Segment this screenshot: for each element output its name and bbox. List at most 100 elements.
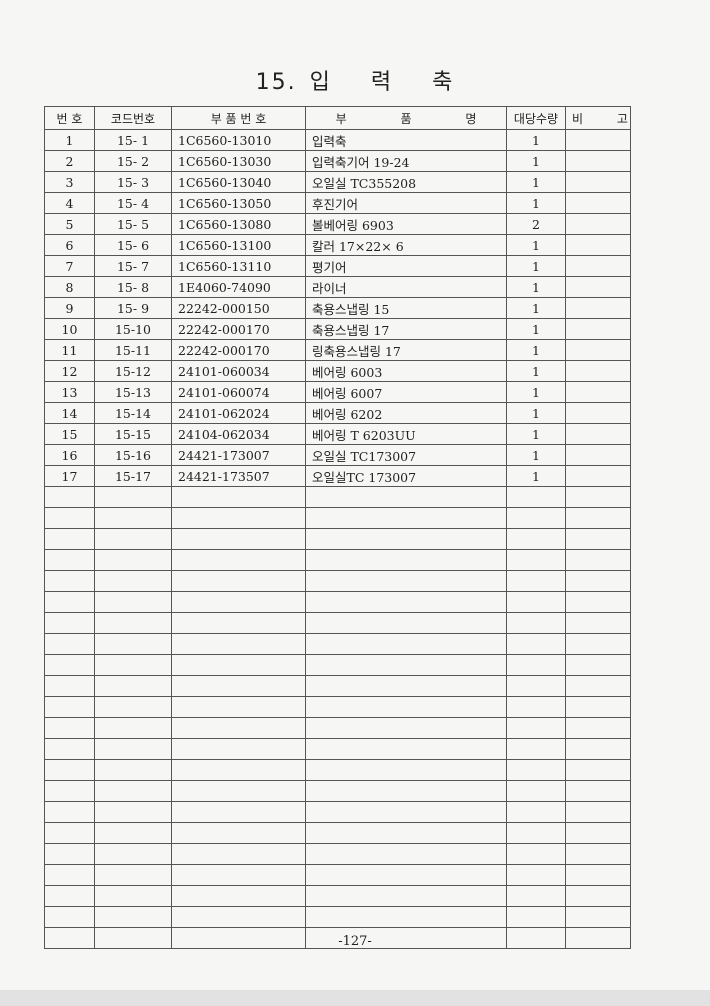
cell-qty: 1 [506,423,566,445]
cell-name: 칼러 17×22× 6 [305,234,507,256]
empty-cell [506,885,566,907]
cell-note [565,255,631,277]
cell-part-no: 1C6560-13080 [171,213,306,235]
table-row: 16 15-16 24421-173007 오일실 TC173007 1 [44,444,631,466]
empty-cell [44,717,95,739]
empty-cell [305,633,507,655]
cell-part-no: 1C6560-13100 [171,234,306,256]
empty-cell [506,696,566,718]
empty-cell [305,612,507,634]
empty-cell [565,612,631,634]
empty-row [44,633,631,655]
cell-qty: 1 [506,360,566,382]
cell-code: 15-15 [94,423,172,445]
cell-name: 베어링 6007 [305,381,507,403]
header-code: 코드번호 [94,106,172,130]
empty-cell [565,654,631,676]
table-row: 15 15-15 24104-062034 베어링 T 6203UU 1 [44,423,631,445]
empty-cell [305,885,507,907]
cell-no: 6 [44,234,95,256]
empty-cell [94,885,172,907]
cell-part-no: 22242-000170 [171,339,306,361]
cell-code: 15-11 [94,339,172,361]
cell-no: 13 [44,381,95,403]
empty-cell [565,507,631,529]
empty-cell [94,654,172,676]
empty-cell [305,738,507,760]
empty-cell [94,633,172,655]
page-title: 15. 입 력 축 [0,64,710,96]
cell-part-no: 24421-173507 [171,465,306,487]
cell-name: 베어링 T 6203UU [305,423,507,445]
empty-cell [305,549,507,571]
empty-row [44,612,631,634]
empty-cell [506,675,566,697]
empty-cell [506,528,566,550]
table-row: 2 15- 2 1C6560-13030 입력축기어 19-24 1 [44,150,631,172]
empty-cell [305,591,507,613]
empty-cell [506,738,566,760]
section-title: 입 력 축 [309,70,455,95]
empty-cell [305,801,507,823]
empty-cell [171,801,306,823]
empty-cell [565,591,631,613]
empty-cell [44,612,95,634]
cell-part-no: 24101-060074 [171,381,306,403]
cell-no: 14 [44,402,95,424]
cell-note [565,465,631,487]
cell-qty: 1 [506,276,566,298]
table-header: 번 호 코드번호 부 품 번 호 부 품 명 대당수량 비 고 [44,106,631,130]
empty-cell [44,780,95,802]
empty-cell [506,570,566,592]
cell-qty: 1 [506,318,566,340]
empty-row [44,822,631,844]
empty-cell [171,717,306,739]
cell-no: 12 [44,360,95,382]
cell-note [565,192,631,214]
empty-cell [305,486,507,508]
cell-code: 15- 9 [94,297,172,319]
cell-code: 15- 7 [94,255,172,277]
table-row: 5 15- 5 1C6560-13080 볼베어링 6903 2 [44,213,631,235]
empty-cell [171,780,306,802]
empty-cell [94,570,172,592]
empty-cell [44,654,95,676]
empty-cell [305,717,507,739]
cell-qty: 1 [506,150,566,172]
table-row: 17 15-17 24421-173507 오일실TC 173007 1 [44,465,631,487]
empty-cell [565,633,631,655]
empty-cell [94,738,172,760]
empty-cell [44,906,95,928]
table-row: 7 15- 7 1C6560-13110 평기어 1 [44,255,631,277]
table-row: 9 15- 9 22242-000150 축용스냅링 15 1 [44,297,631,319]
page-number: -127- [338,934,372,949]
empty-cell [506,717,566,739]
empty-cell [565,549,631,571]
cell-code: 15- 8 [94,276,172,298]
cell-note [565,276,631,298]
empty-cell [171,486,306,508]
empty-cell [565,864,631,886]
empty-cell [506,906,566,928]
empty-cell [94,675,172,697]
table-row: 8 15- 8 1E4060-74090 라이너 1 [44,276,631,298]
empty-cell [94,780,172,802]
empty-row [44,507,631,529]
empty-row [44,906,631,928]
cell-qty: 1 [506,192,566,214]
empty-cell [565,843,631,865]
cell-name: 축용스냅링 17 [305,318,507,340]
cell-qty: 1 [506,129,566,151]
empty-row [44,570,631,592]
empty-cell [44,738,95,760]
cell-code: 15-10 [94,318,172,340]
empty-cell [565,717,631,739]
empty-cell [305,675,507,697]
cell-name: 라이너 [305,276,507,298]
cell-qty: 1 [506,255,566,277]
cell-no: 2 [44,150,95,172]
empty-cell [94,696,172,718]
cell-name: 오일실 TC173007 [305,444,507,466]
cell-code: 15- 3 [94,171,172,193]
cell-part-no: 1E4060-74090 [171,276,306,298]
